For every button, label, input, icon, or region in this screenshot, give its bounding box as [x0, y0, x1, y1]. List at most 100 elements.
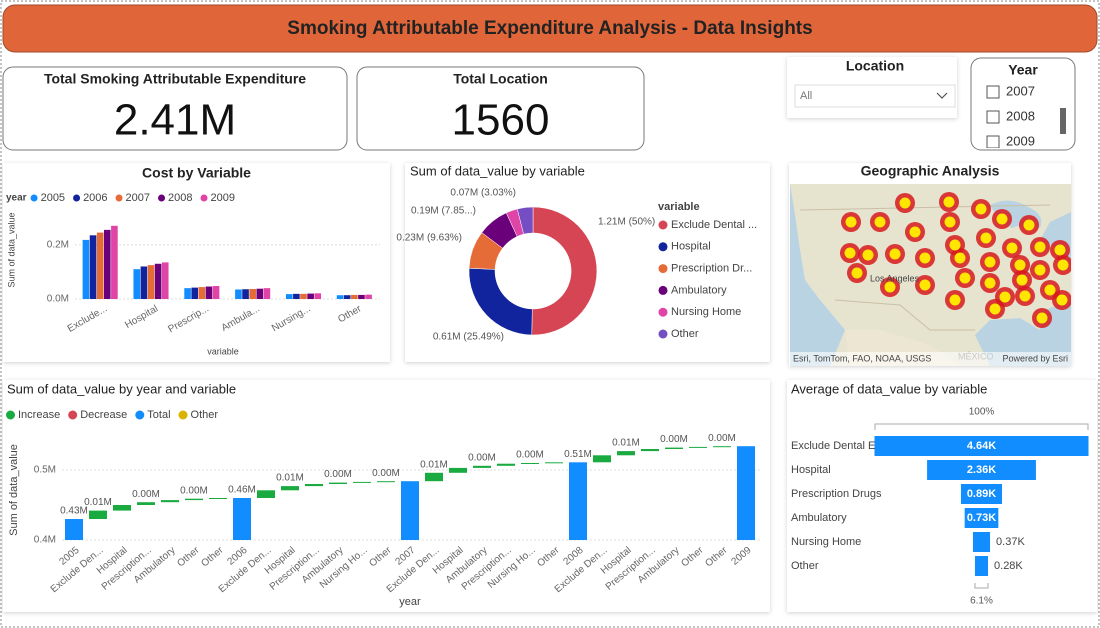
chart-title: Average of data_value by variable [791, 381, 987, 396]
waterfall-bar [137, 502, 155, 505]
funnel-bar [974, 556, 989, 576]
year-option: 2008 [1006, 108, 1035, 123]
x-axis-title: variable [207, 346, 239, 356]
map-point [944, 216, 956, 228]
legend-label: Ambulatory [671, 284, 727, 296]
waterfall-bar [425, 472, 443, 482]
donut-slice [531, 206, 598, 336]
map-point [959, 272, 971, 284]
legend-label: Total [147, 409, 170, 421]
dropdown[interactable] [794, 84, 956, 108]
dropdown-chevron [936, 92, 948, 99]
waterfall-bar [305, 484, 323, 487]
checkbox[interactable] [986, 110, 1000, 124]
map-place: Los Angeles [870, 273, 920, 283]
legend-marker [30, 194, 38, 202]
bar [285, 294, 293, 299]
map-point [845, 216, 857, 228]
map-point [1006, 242, 1018, 254]
legend-marker [658, 242, 668, 252]
checkbox[interactable] [986, 135, 1000, 148]
kpi-value: 2.41M [114, 96, 236, 145]
waterfall-bar [209, 498, 227, 499]
map-point [1034, 264, 1046, 276]
category-label: Nursing Home [791, 536, 861, 548]
legend-label: Exclude Dental ... [671, 219, 757, 231]
checkbox[interactable] [986, 85, 1000, 99]
map-point [949, 294, 961, 306]
waterfall-bar [449, 467, 467, 473]
data-label: 0.00M [708, 433, 736, 444]
funnel-bar [927, 460, 1036, 480]
map-point [949, 239, 961, 251]
category-label: Prescription Drugs [791, 488, 882, 500]
legend-marker [178, 410, 188, 420]
data-label: 0.01M [420, 459, 448, 470]
bar [256, 288, 264, 299]
category-label: Ambulatory [791, 512, 847, 524]
x-axis-title: year [399, 596, 421, 608]
chart-title: Sum of data_value by year and variable [7, 381, 236, 396]
bar [133, 269, 141, 299]
map-point [844, 247, 856, 259]
legend-marker [658, 329, 668, 339]
map-point [919, 279, 931, 291]
bar [140, 266, 148, 299]
scrollbar[interactable] [1060, 108, 1066, 134]
dropdown-value: All [800, 90, 812, 102]
waterfall-bar [521, 463, 539, 464]
waterfall-bar [89, 510, 107, 519]
waterfall-bar [161, 500, 179, 503]
map-point [884, 281, 896, 293]
map-point [954, 252, 966, 264]
legend-label: Decrease [80, 409, 127, 421]
map-point [975, 203, 987, 215]
bar [293, 293, 300, 299]
bar [82, 239, 90, 299]
legend-label: 2008 [168, 192, 192, 204]
header-title: Smoking Attributable Expenditure Analysi… [287, 18, 812, 39]
kpi-label: Total Location [453, 71, 548, 87]
data-label: 0.61M (25.49%) [433, 332, 504, 343]
map-point [919, 252, 931, 264]
data-label: 0.00M [660, 434, 688, 445]
chart-panel [3, 380, 770, 612]
waterfall-bar [545, 462, 563, 464]
legend-label: Increase [18, 409, 60, 421]
waterfall-bar [377, 481, 395, 483]
map-border [799, 204, 1051, 331]
map-point [1036, 312, 1048, 324]
legend-label: Other [191, 409, 219, 421]
funnel-percent: 6.1% [970, 596, 993, 607]
bar [249, 288, 256, 299]
y-tick-label: 0.0M [47, 294, 69, 305]
data-label: 0.01M [612, 438, 640, 449]
waterfall-bar [233, 498, 251, 540]
waterfall-bar [113, 505, 131, 511]
waterfall-bar [641, 449, 659, 452]
bar [96, 232, 104, 299]
data-label: 1.21M (50%) [598, 217, 655, 228]
donut-slice [516, 206, 534, 235]
bar [351, 294, 358, 299]
chart-panel [787, 380, 1097, 612]
legend-marker [658, 285, 668, 295]
map-point [1054, 244, 1066, 256]
waterfall-bar [737, 446, 755, 540]
y-axis-title: Sum of data_value [6, 212, 16, 287]
year-option: 2009 [1006, 133, 1035, 148]
bar [154, 263, 162, 299]
map-point [989, 303, 1001, 315]
chart-title: Cost by Variable [142, 165, 251, 181]
data-label: 0.00M [468, 452, 496, 463]
year-option: 2007 [1006, 83, 1035, 98]
legend-label: 2005 [41, 192, 65, 204]
year-options: 2007 2008 2009 [986, 83, 1035, 148]
data-label: 0.00M [324, 469, 352, 480]
year-slicer [970, 57, 1076, 151]
waterfall-bar [665, 447, 683, 449]
bar [343, 295, 351, 299]
y-tick-label: 0.5M [34, 465, 56, 476]
